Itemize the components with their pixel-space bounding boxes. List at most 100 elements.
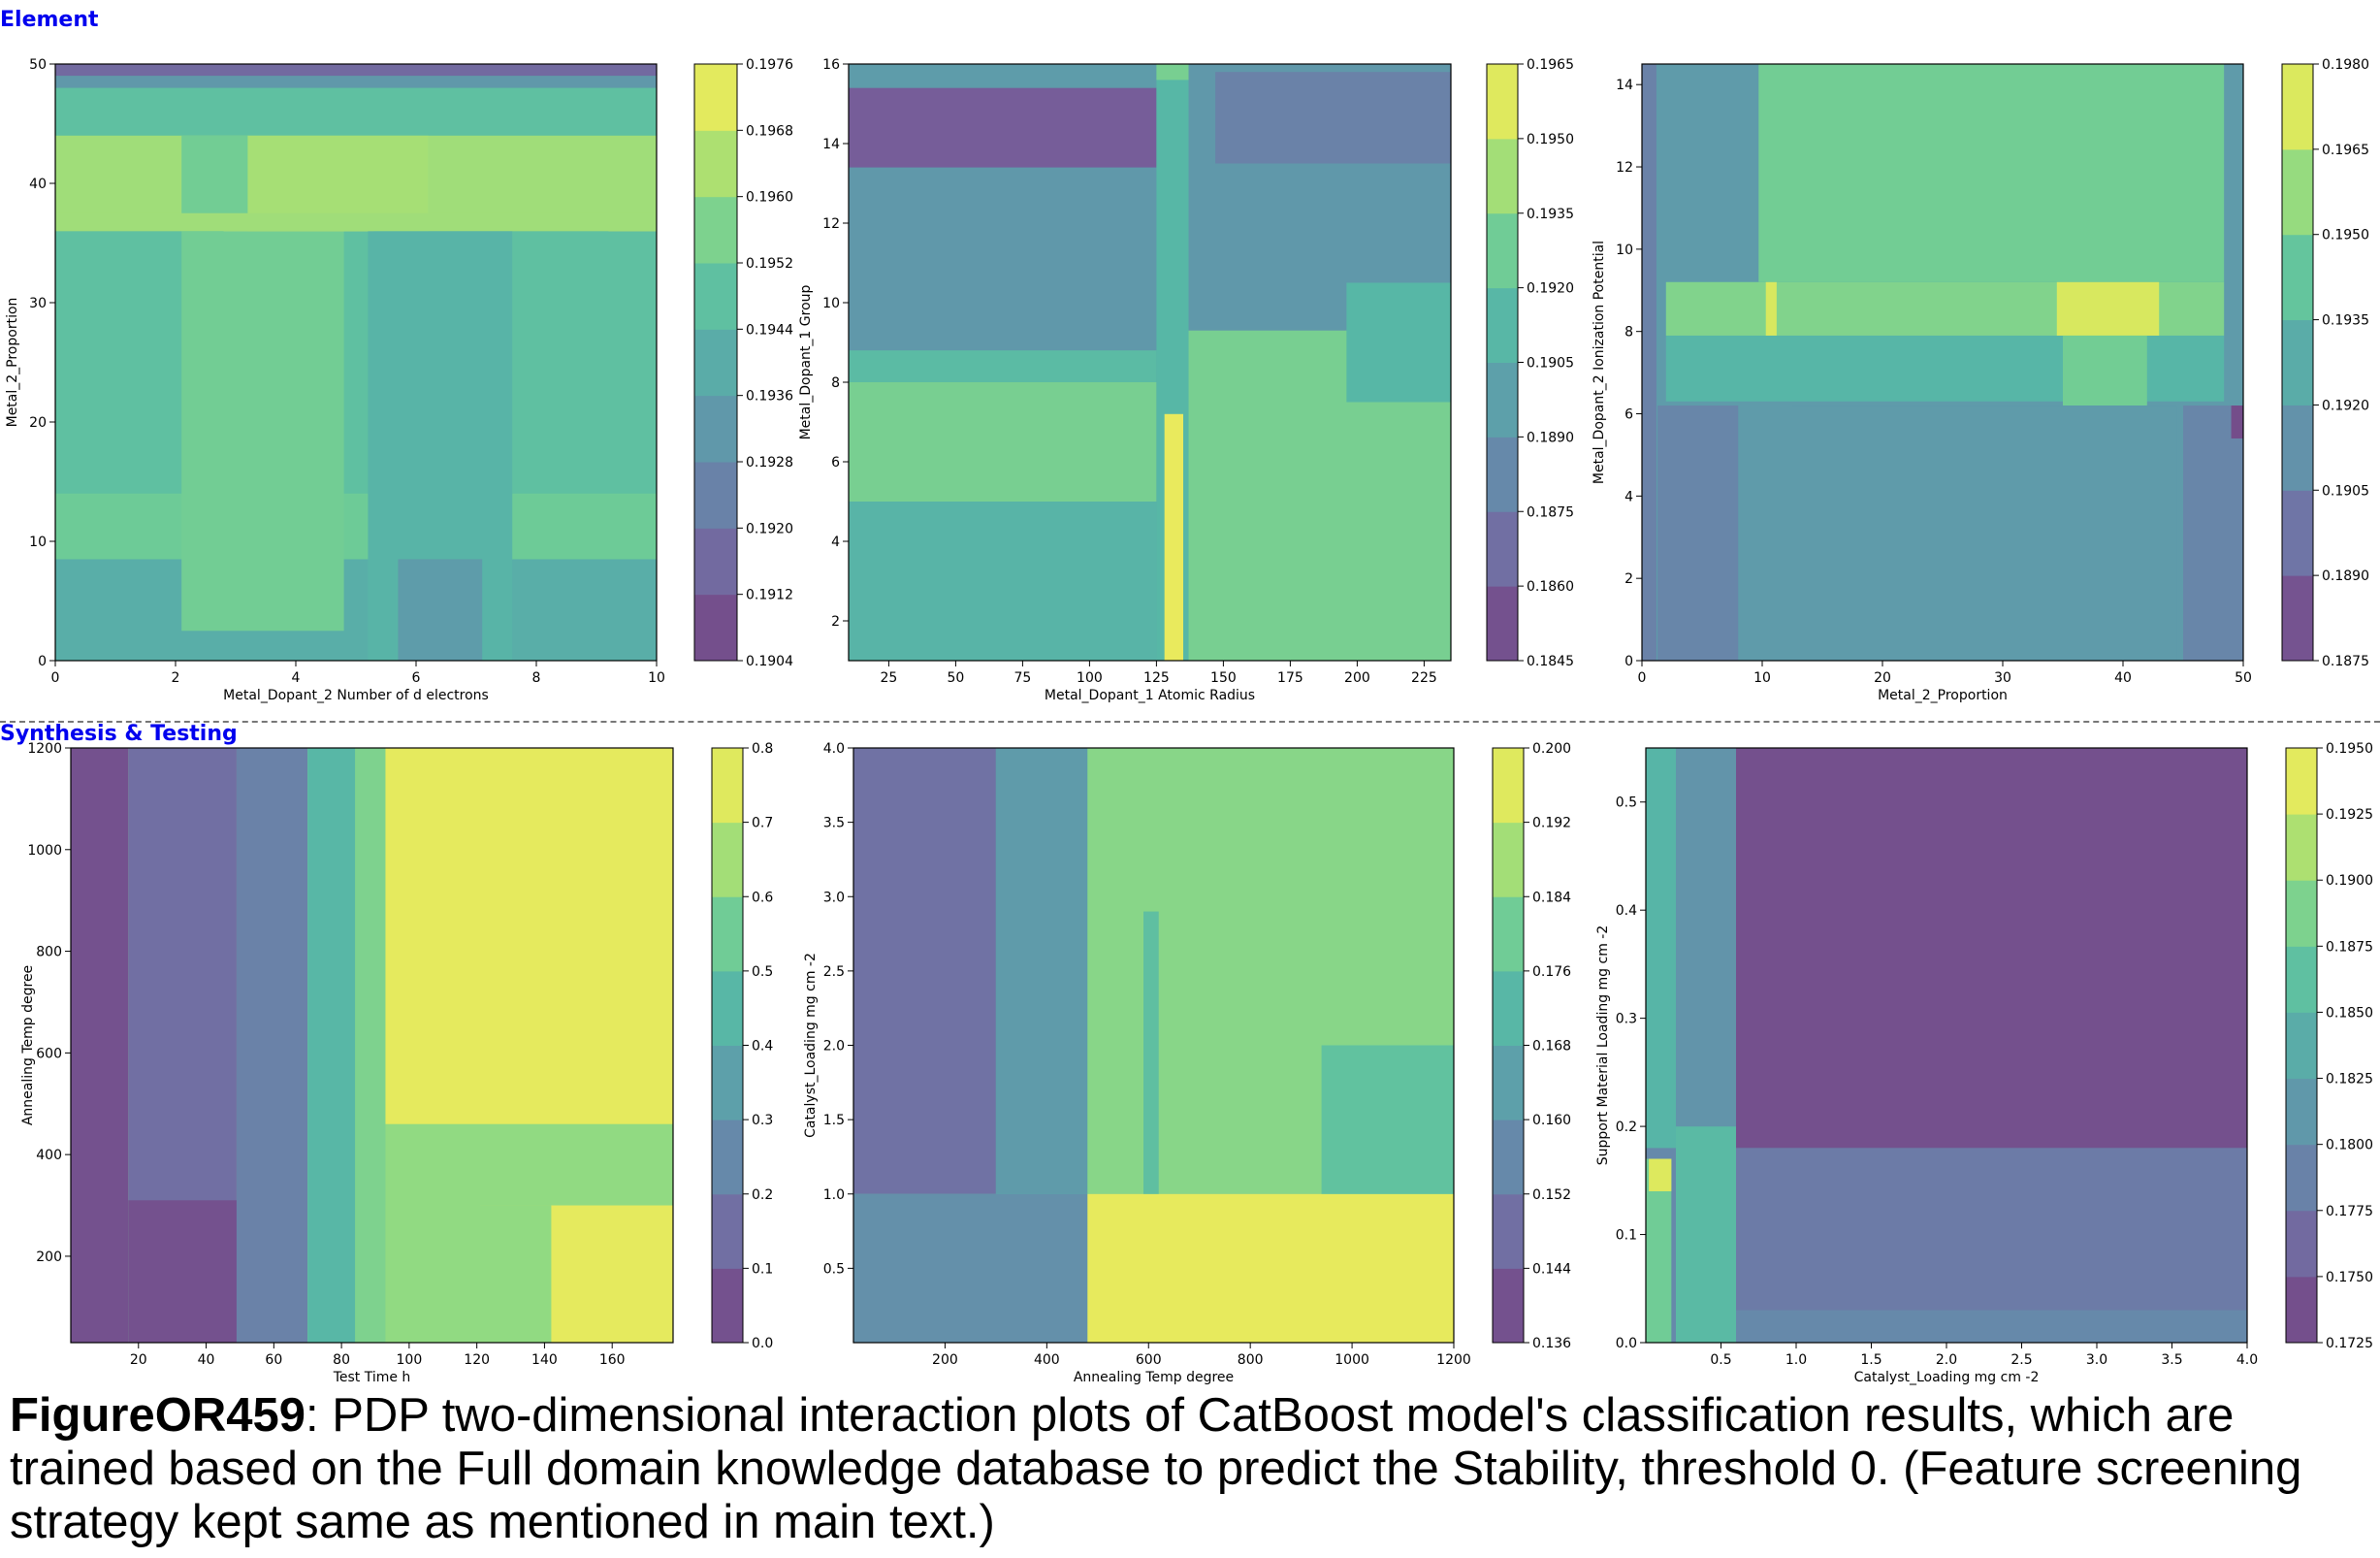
y-axis-label: Catalyst_Loading mg cm -2 (803, 953, 819, 1138)
x-tick-label: 0 (1638, 670, 1647, 686)
contour-region (385, 748, 673, 1124)
y-tick-label: 3.0 (823, 890, 845, 905)
colorbar-band (694, 64, 737, 131)
x-tick-label: 60 (265, 1352, 282, 1368)
contour-region (853, 748, 996, 1194)
y-tick-label: 2 (831, 614, 840, 630)
y-tick-label: 200 (36, 1250, 62, 1265)
contour-region (1143, 911, 1159, 1194)
colorbar-tick-label: 0.136 (1532, 1336, 1571, 1351)
x-axis-label: Catalyst_Loading mg cm -2 (1854, 1370, 2040, 1385)
colorbar-tick-label: 0.168 (1532, 1039, 1571, 1055)
x-tick-label: 1200 (1436, 1352, 1471, 1368)
x-tick-label: 175 (1277, 670, 1303, 686)
colorbar-band (2282, 490, 2313, 576)
x-tick-label: 600 (1136, 1352, 1162, 1368)
contour-region (1164, 413, 1183, 661)
colorbar-frame (2281, 63, 2314, 662)
y-tick-label: 0.1 (1616, 1228, 1637, 1244)
colorbar-band (694, 462, 737, 529)
x-tick-label: 2 (172, 670, 180, 686)
colorbar-band (712, 970, 743, 1046)
colorbar-tick-label: 0.1976 (746, 57, 793, 73)
colorbar-band (2282, 405, 2313, 491)
x-tick-label: 2.5 (2010, 1352, 2032, 1368)
colorbar-tick-label: 0.200 (1532, 741, 1571, 757)
colorbar-tick-label: 0.1860 (1527, 579, 1574, 595)
colorbar-tick-label: 0.3 (752, 1113, 773, 1128)
y-tick-label: 6 (1624, 407, 1633, 423)
y-tick-label: 10 (822, 296, 840, 311)
colorbar-tick-label: 0.184 (1532, 890, 1571, 905)
colorbar-band (2286, 946, 2317, 1013)
colorbar-tick-label: 0.1965 (2322, 143, 2369, 158)
colorbar-band (2286, 1210, 2317, 1278)
y-tick-label: 2.0 (823, 1039, 845, 1055)
contour-region (1156, 64, 1189, 81)
colorbar-band (694, 528, 737, 596)
x-tick-label: 20 (130, 1352, 147, 1368)
y-tick-label: 6 (831, 455, 840, 471)
colorbar-tick-label: 0.1845 (1527, 654, 1574, 669)
pdp-panel-3: 0 10 20 30 40 50 0 2 4 6 8 10 12 14 Metal_2_Proportion… (1592, 57, 2369, 703)
colorbar-band (1487, 138, 1518, 214)
colorbar-band (1487, 437, 1518, 512)
colorbar-band (712, 1268, 743, 1344)
contour-region (849, 502, 1157, 661)
y-tick-label: 14 (822, 137, 840, 152)
y-tick-label: 0.3 (1616, 1012, 1637, 1027)
y-tick-label: 0.2 (1616, 1120, 1637, 1135)
y-tick-label: 0 (1624, 654, 1633, 669)
contour-region (307, 748, 356, 1343)
x-tick-label: 125 (1143, 670, 1170, 686)
contour-region (1642, 64, 1656, 661)
colorbar-tick-label: 0.1950 (2322, 228, 2369, 243)
x-tick-label: 10 (1753, 670, 1771, 686)
colorbar-band (712, 822, 743, 897)
colorbar-tick-label: 0.1935 (1527, 207, 1574, 222)
x-tick-label: 400 (1034, 1352, 1060, 1368)
colorbar-tick-label: 0.2 (752, 1187, 773, 1203)
colorbar-band (2286, 880, 2317, 947)
contour-region (853, 1193, 1088, 1343)
colorbar-band (2286, 748, 2317, 815)
contour-region (849, 382, 1157, 502)
x-axis-label: Test Time h (333, 1370, 411, 1385)
y-tick-label: 8 (1624, 325, 1633, 341)
colorbar-band (1487, 362, 1518, 438)
y-tick-label: 4 (1624, 489, 1633, 504)
colorbar-band (1487, 586, 1518, 662)
colorbar-tick-label: 0.5 (752, 964, 773, 980)
y-tick-label: 10 (29, 535, 47, 550)
y-tick-label: 1.5 (823, 1113, 845, 1128)
colorbar-band (2286, 1144, 2317, 1212)
colorbar-tick-label: 0.1875 (2322, 654, 2369, 669)
colorbar-tick-label: 0.1 (752, 1261, 773, 1277)
colorbar-tick-label: 0.1928 (746, 455, 793, 471)
x-tick-label: 100 (1077, 670, 1103, 686)
x-tick-label: 25 (880, 670, 897, 686)
y-tick-label: 30 (29, 296, 47, 311)
contour-region (1765, 281, 1777, 336)
plot-frame (54, 63, 658, 662)
colorbar-band (712, 1193, 743, 1269)
contour-region (1087, 1193, 1454, 1343)
colorbar-band (694, 263, 737, 330)
y-axis-label: Annealing Temp degree (20, 965, 36, 1125)
colorbar-band (2282, 575, 2313, 662)
x-tick-label: 4 (292, 670, 301, 686)
pdp-panel-1: 0 2 4 6 8 10 0 10 20 30 40 50 Metal_Dopant_2 Number … (5, 57, 793, 703)
x-tick-label: 40 (2114, 670, 2132, 686)
colorbar-tick-label: 0.1890 (1527, 430, 1574, 445)
colorbar-band (712, 1045, 743, 1120)
y-tick-label: 40 (29, 177, 47, 192)
contour-region (1646, 748, 1676, 1149)
y-tick-label: 2.5 (823, 964, 845, 980)
colorbar-tick-label: 0.1920 (746, 521, 793, 536)
y-tick-label: 0 (38, 654, 47, 669)
y-tick-label: 600 (36, 1046, 62, 1061)
caption-text: : PDP two-dimensional interaction plots … (10, 1389, 2302, 1548)
contour-region (55, 212, 657, 232)
x-axis-label: Metal_Dopant_2 Number of d electrons (223, 688, 489, 703)
x-tick-label: 800 (1238, 1352, 1264, 1368)
